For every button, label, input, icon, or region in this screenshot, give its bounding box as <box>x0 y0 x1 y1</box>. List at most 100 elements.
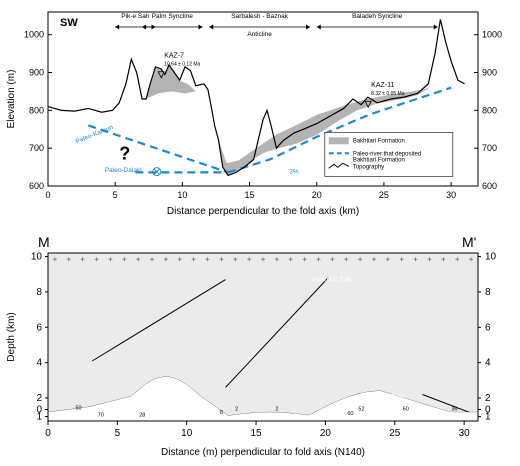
basement-cross <box>288 257 293 262</box>
arrowhead-left <box>115 24 120 30</box>
basement-cross <box>233 257 238 262</box>
y-tick-label-right: 1 <box>485 412 491 423</box>
dip-label: 28 <box>139 413 145 419</box>
sample-name: KAZ-7 <box>164 53 184 60</box>
y-tick-label-right: 6 <box>485 322 491 333</box>
y-tick-label-right: 10 <box>485 252 497 263</box>
y-tick-label-right: 800 <box>482 105 497 115</box>
y-tick-label: 4 <box>36 358 42 369</box>
structure-label: Baladeh Syncline <box>352 13 403 20</box>
arrowhead-left <box>209 24 214 30</box>
x-tick-label: 30 <box>459 428 471 439</box>
basement-cross <box>427 257 432 262</box>
y-tick-label-right: 2 <box>485 393 491 404</box>
y-tick-label-right: 700 <box>482 143 497 153</box>
elevation-profile-panel: 0 5 10 15 20 25 30 600 600 700 700 800 800 900 900 1000… <box>6 11 502 217</box>
y-tick-label-right: 600 <box>482 181 497 191</box>
basement-cross <box>52 257 57 262</box>
question-mark: ? <box>119 144 130 164</box>
basement-cross <box>163 257 168 262</box>
basement-cross <box>136 257 141 262</box>
y-tick-label: 900 <box>29 68 44 78</box>
basement-cross <box>371 257 376 262</box>
dip-label: 70 <box>98 413 104 419</box>
legend-swatch-fill <box>328 137 349 145</box>
x-axis-label: Distance perpendicular to the fold axis … <box>167 206 359 217</box>
y-tick-label: 8 <box>36 287 42 298</box>
y-tick-label: 10 <box>31 252 43 263</box>
paleo-river-line-1 <box>227 86 452 174</box>
x-tick-label: 10 <box>181 428 193 439</box>
legend-label: Topography <box>353 164 384 170</box>
basement-cross <box>399 257 404 262</box>
basement-cross <box>274 257 279 262</box>
y-tick-label: 700 <box>29 143 44 153</box>
basement-cross <box>191 257 196 262</box>
y-tick-label: 1000 <box>24 30 44 40</box>
structure-label: Pik-e Sah <box>121 13 150 20</box>
basement-cross <box>316 257 321 262</box>
dip-label: 2 <box>235 406 238 412</box>
structure-label: Sarbalesh - Baznak <box>231 13 288 20</box>
x-tick-label: 15 <box>251 428 263 439</box>
x-tick-label: 0 <box>45 428 51 439</box>
flow-direction-cross <box>153 168 160 175</box>
y-tick-label-right: 8 <box>485 287 491 298</box>
direction-label: SW <box>60 17 78 29</box>
flow-direction-icon <box>152 167 162 177</box>
structure-label-line2: Anticline <box>247 31 272 38</box>
y-tick-label: 800 <box>29 105 44 115</box>
basement-cross <box>344 257 349 262</box>
basement-cross <box>247 257 252 262</box>
x-tick-label: 15 <box>245 190 255 200</box>
section-end-label: M' <box>462 234 476 250</box>
section-start-label: M <box>38 234 50 250</box>
bakhtiari-fill-0 <box>146 65 196 99</box>
surface-air <box>48 376 478 421</box>
section-layers <box>48 253 478 421</box>
stratigraphic-layer-0 <box>48 253 478 416</box>
arrowhead-left <box>142 24 147 30</box>
sample-marker <box>157 71 165 79</box>
arrowhead-left <box>316 24 321 30</box>
y-tick-label: 600 <box>29 181 44 191</box>
legend-label: Paleo-river that deposited <box>353 151 421 157</box>
sample-marker <box>364 100 372 109</box>
paleo-river-label: Paleo-Dalaki <box>105 167 142 174</box>
x-tick-label: 30 <box>446 190 456 200</box>
y-tick-label: 6 <box>36 322 42 333</box>
basement-cross <box>177 257 182 262</box>
dip-label: 2 <box>275 406 278 412</box>
basement-cross <box>455 257 460 262</box>
x-tick-label: 20 <box>320 428 332 439</box>
x-tick-label: 5 <box>113 190 118 200</box>
structure-label: Palm Syncline <box>152 13 194 20</box>
basement-cross <box>413 257 418 262</box>
basement-cross <box>358 257 363 262</box>
y-tick-label: 1 <box>36 412 42 423</box>
sample-age: 10.64 ± 0.12 Ma <box>164 62 200 68</box>
x-tick-label: 0 <box>45 190 50 200</box>
dip-label: 50 <box>75 406 81 412</box>
basement-cross <box>261 257 265 262</box>
dip-label: 36 <box>451 406 457 412</box>
basement-cross <box>80 257 85 262</box>
y-tick-label: 0 <box>36 405 42 416</box>
x-tick-label: 10 <box>177 190 187 200</box>
arrowhead-right <box>433 24 438 30</box>
y-tick-label-right: 1000 <box>482 30 502 40</box>
y-tick-label-right: 0 <box>485 405 491 416</box>
basement-cross <box>94 257 99 262</box>
dip-label: 60 <box>347 411 353 417</box>
y-axis-label: Depth (km) <box>6 312 17 361</box>
legend-label-line2: Bakhtiari Formation <box>353 157 405 163</box>
fault-line <box>225 277 329 388</box>
paleo-river-label: 3% <box>289 169 299 176</box>
x-tick-label: 20 <box>312 190 322 200</box>
paleo-river-line-0 <box>87 124 229 174</box>
legend-swatch-line <box>328 162 350 169</box>
dip-label: 60 <box>403 406 409 412</box>
dip-label: 8 <box>220 410 223 416</box>
